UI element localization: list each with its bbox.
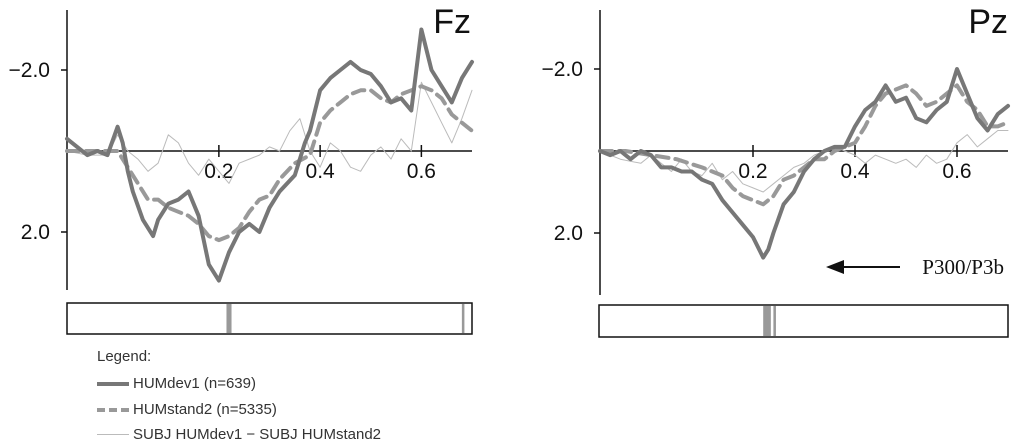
legend-item-humstand2: HUMstand2 (n=5335) bbox=[97, 401, 277, 418]
x-tick-label: 0.4 bbox=[306, 160, 336, 183]
legend-swatch-thin bbox=[97, 434, 129, 435]
y-tick-label: 2.0 bbox=[21, 221, 50, 244]
y-tick-label: −2.0 bbox=[9, 59, 50, 82]
panel-title: Pz bbox=[968, 3, 1008, 41]
legend-title: Legend: bbox=[97, 348, 151, 365]
legend-label: SUBJ HUMdev1 − SUBJ HUMstand2 bbox=[133, 426, 381, 443]
significance-segment bbox=[462, 304, 465, 333]
significance-bar bbox=[599, 305, 1008, 337]
legend-swatch-dashed bbox=[97, 408, 129, 412]
chart-panel-fz: 0.2 0.4 0.6−2.02.0Fz bbox=[9, 3, 472, 334]
annotation-p300: P300/P3b bbox=[826, 255, 1004, 279]
legend-label: HUMdev1 (n=639) bbox=[133, 375, 256, 392]
significance-segment bbox=[763, 306, 771, 336]
series-line-thick-solid bbox=[67, 30, 472, 281]
annotation-arrow-head bbox=[826, 260, 844, 274]
legend-swatch-solid bbox=[97, 382, 129, 386]
x-tick-label: 0.2 bbox=[738, 160, 767, 183]
legend-label: HUMstand2 (n=5335) bbox=[133, 401, 277, 418]
y-tick-label: −2.0 bbox=[542, 58, 583, 81]
significance-segment bbox=[773, 306, 776, 336]
y-tick-label: 2.0 bbox=[554, 222, 583, 245]
panel-title: Fz bbox=[433, 3, 471, 41]
legend-item-difference: SUBJ HUMdev1 − SUBJ HUMstand2 bbox=[97, 426, 381, 443]
x-tick-label: 0.6 bbox=[407, 160, 436, 183]
annotation-label: P300/P3b bbox=[922, 255, 1004, 279]
significance-bar bbox=[67, 303, 472, 334]
x-tick-label: 0.6 bbox=[942, 160, 971, 183]
legend-item-humdev1: HUMdev1 (n=639) bbox=[97, 375, 256, 392]
significance-segment bbox=[226, 304, 231, 333]
